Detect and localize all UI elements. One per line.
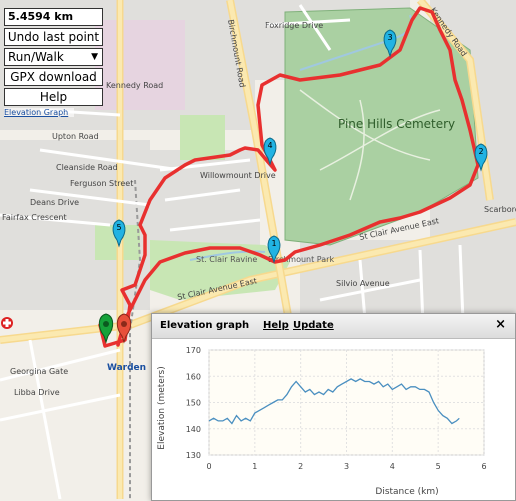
svg-text:Kennedy Road: Kennedy Road [106, 81, 163, 90]
svg-text:Foxridge Drive: Foxridge Drive [265, 21, 323, 30]
mode-select[interactable]: Run/Walk ▼ [4, 48, 103, 66]
route-marker-2[interactable]: 2 [474, 143, 488, 172]
svg-text:5: 5 [116, 223, 121, 232]
y-axis-title: Elevation (meters) [157, 366, 167, 449]
cemetery-label: Pine Hills Cemetery [338, 117, 455, 131]
distance-display: 5.4594 km [4, 8, 103, 26]
end-marker[interactable] [116, 313, 132, 344]
gpx-download-button[interactable]: GPX download [4, 68, 103, 86]
x-tick-label: 2 [298, 462, 303, 471]
svg-text:2: 2 [478, 147, 483, 156]
elevation-panel: Elevation graph Help Update × 0 1 2 3 4 5 6 130… [151, 313, 516, 501]
y-tick-label: 150 [186, 399, 201, 408]
svg-text:4: 4 [267, 141, 272, 150]
svg-text:Scarborough Junction: Scarborough Junction [484, 205, 516, 214]
elevation-graph-link[interactable]: Elevation Graph [4, 108, 74, 117]
help-button[interactable]: Help [4, 88, 103, 106]
svg-text:Ferguson Street: Ferguson Street [70, 179, 133, 188]
y-tick-label: 140 [186, 425, 201, 434]
svg-text:Deans Drive: Deans Drive [30, 198, 79, 207]
close-icon[interactable]: × [495, 317, 506, 332]
svg-text:Cleanside Road: Cleanside Road [56, 163, 118, 172]
birchmount-park-label: Birchmount Park [268, 255, 334, 264]
commercial-area [95, 20, 185, 110]
x-axis-title: Distance (km) [375, 487, 438, 497]
cemetery-area [284, 7, 479, 246]
svg-text:Fairfax Crescent: Fairfax Crescent [2, 213, 67, 222]
mode-select-value: Run/Walk [8, 50, 64, 64]
x-tick-label: 6 [481, 462, 486, 471]
svg-text:Georgina Gate: Georgina Gate [10, 367, 68, 376]
y-tick-label: 160 [186, 372, 201, 381]
elevation-chart: 0 1 2 3 4 5 6 130 140 150 160 170 Distance (km) Ele… [157, 346, 487, 497]
svg-text:3: 3 [387, 33, 392, 42]
x-tick-label: 1 [252, 462, 257, 471]
y-tick-label: 170 [186, 346, 201, 355]
x-tick-label: 0 [206, 462, 211, 471]
undo-last-point-button[interactable]: Undo last point [4, 28, 103, 46]
x-tick-label: 5 [436, 462, 441, 471]
route-line [98, 6, 480, 348]
svg-text:Upton Road: Upton Road [52, 132, 99, 141]
elevation-help-link[interactable]: Help [263, 320, 289, 331]
y-tick-label: 130 [186, 451, 201, 460]
route-marker-1[interactable]: 1 [267, 235, 281, 264]
svg-text:Libba Drive: Libba Drive [14, 388, 60, 397]
elevation-panel-header[interactable]: Elevation graph Help Update × [152, 314, 515, 339]
hospital-icon [1, 317, 13, 329]
chevron-down-icon: ▼ [91, 52, 98, 62]
elevation-update-link[interactable]: Update [293, 320, 334, 331]
elevation-series-line [208, 378, 460, 425]
svg-text:1: 1 [271, 239, 276, 248]
svg-text:Willowmount Drive: Willowmount Drive [200, 171, 276, 180]
x-tick-label: 3 [344, 462, 349, 471]
route-marker-4[interactable]: 4 [263, 137, 277, 166]
elevation-panel-title: Elevation graph [160, 320, 250, 331]
x-tick-label: 4 [390, 462, 395, 471]
start-marker[interactable] [98, 313, 114, 344]
svg-text:Silvio Avenue: Silvio Avenue [336, 279, 390, 288]
ravine-label: St. Clair Ravine [196, 255, 257, 264]
station-label: Warden [107, 363, 146, 373]
route-controls: 5.4594 km Undo last point Run/Walk ▼ GPX… [4, 8, 103, 117]
route-marker-3[interactable]: 3 [383, 29, 397, 58]
route-marker-5[interactable]: 5 [112, 219, 126, 248]
school-grounds [180, 115, 225, 160]
